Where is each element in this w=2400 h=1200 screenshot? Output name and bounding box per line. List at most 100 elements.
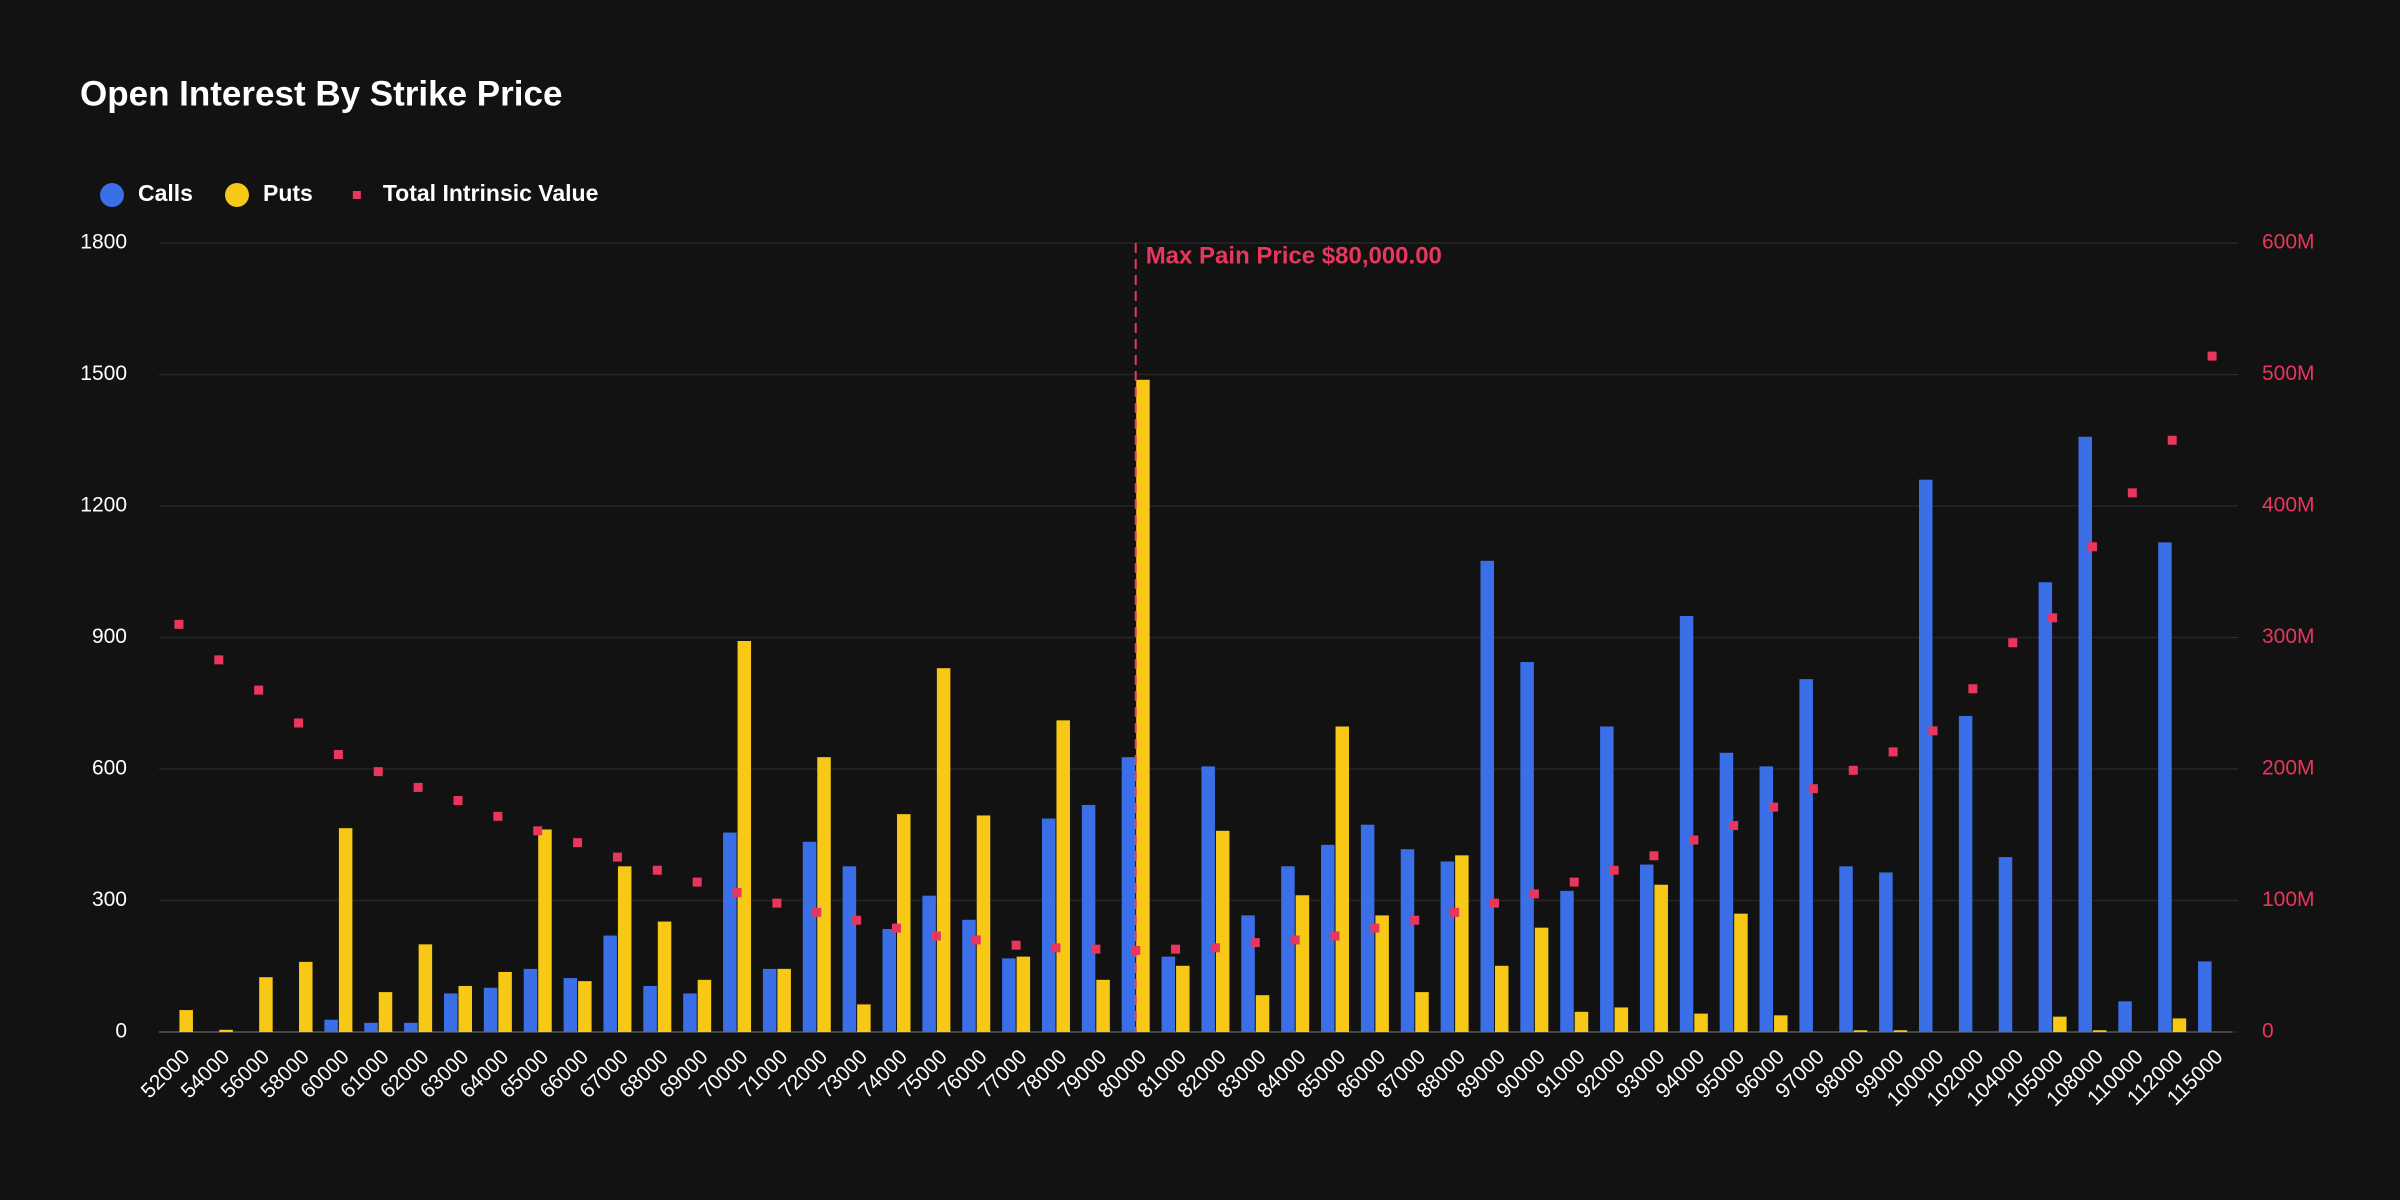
y-tick-label: 600 bbox=[92, 757, 127, 780]
marker bbox=[294, 718, 304, 728]
marker bbox=[971, 935, 981, 945]
bar bbox=[697, 979, 712, 1032]
bar bbox=[1614, 1007, 1629, 1032]
annotation-label: Max Pain Price $80,000.00 bbox=[1146, 242, 1442, 269]
marker bbox=[1290, 935, 1300, 945]
bar bbox=[1560, 890, 1574, 1032]
bar bbox=[922, 895, 936, 1032]
bar bbox=[1694, 1013, 1708, 1032]
bar bbox=[1654, 884, 1668, 1032]
marker bbox=[1569, 877, 1579, 887]
bar bbox=[1255, 995, 1270, 1032]
bar bbox=[1639, 864, 1654, 1032]
bar bbox=[2078, 436, 2092, 1032]
marker bbox=[652, 865, 662, 875]
bar bbox=[897, 814, 911, 1032]
bar bbox=[1215, 830, 1230, 1032]
bar bbox=[1719, 752, 1734, 1032]
bar bbox=[1839, 866, 1853, 1032]
marker bbox=[1649, 851, 1659, 861]
bar bbox=[723, 832, 737, 1032]
y2-tick-label: 0 bbox=[2262, 1020, 2274, 1043]
bar bbox=[657, 921, 672, 1032]
marker bbox=[612, 852, 622, 862]
bar bbox=[1295, 895, 1310, 1032]
marker bbox=[812, 907, 822, 917]
marker bbox=[1330, 931, 1340, 941]
y2-tick-label: 100M bbox=[2262, 888, 2315, 911]
bar bbox=[338, 828, 353, 1032]
y-tick-label: 900 bbox=[92, 625, 127, 648]
bar bbox=[2118, 1001, 2132, 1032]
legend-label: Total Intrinsic Value bbox=[383, 180, 599, 206]
marker bbox=[1011, 940, 1021, 950]
bar bbox=[1096, 979, 1110, 1032]
bar bbox=[1041, 818, 1056, 1032]
marker bbox=[214, 655, 224, 665]
bar bbox=[563, 978, 578, 1032]
marker bbox=[892, 923, 902, 933]
legend-swatch bbox=[100, 183, 124, 207]
bar bbox=[418, 944, 433, 1032]
bar bbox=[857, 1004, 871, 1032]
bar bbox=[1879, 872, 1893, 1032]
bar bbox=[1919, 479, 1933, 1032]
bar bbox=[882, 928, 897, 1032]
marker bbox=[333, 750, 343, 760]
marker bbox=[1370, 923, 1380, 933]
bar bbox=[2038, 582, 2053, 1032]
bar bbox=[842, 866, 857, 1032]
marker bbox=[254, 685, 264, 695]
bar bbox=[1574, 1011, 1589, 1032]
bar bbox=[1759, 766, 1774, 1032]
y2-tick-label: 600M bbox=[2262, 231, 2315, 254]
bar bbox=[1176, 965, 1190, 1032]
marker bbox=[1848, 765, 1858, 775]
y2-tick-label: 500M bbox=[2262, 362, 2315, 385]
bar bbox=[643, 985, 657, 1032]
bar bbox=[1734, 913, 1748, 1032]
marker bbox=[1410, 915, 1420, 925]
y-tick-label: 1800 bbox=[80, 231, 127, 254]
bar bbox=[538, 829, 552, 1032]
bar bbox=[1056, 720, 1070, 1032]
bar bbox=[1161, 956, 1176, 1032]
marker bbox=[1171, 944, 1181, 954]
bar bbox=[817, 757, 831, 1032]
bar bbox=[404, 1022, 418, 1032]
bar bbox=[1241, 915, 1255, 1032]
bar bbox=[1774, 1015, 1788, 1032]
marker bbox=[2207, 351, 2217, 361]
bar bbox=[1281, 866, 1295, 1032]
bar bbox=[179, 1010, 193, 1032]
marker bbox=[1968, 684, 1978, 694]
marker bbox=[852, 915, 862, 925]
marker bbox=[1210, 943, 1220, 953]
bar bbox=[1534, 927, 1549, 1032]
bar bbox=[1360, 824, 1375, 1032]
marker bbox=[931, 931, 941, 941]
bar bbox=[2092, 1030, 2107, 1032]
marker bbox=[1051, 943, 1061, 953]
marker bbox=[1091, 944, 1101, 954]
legend-label: Calls bbox=[138, 180, 193, 206]
y-tick-label: 1200 bbox=[80, 494, 127, 517]
marker bbox=[174, 619, 184, 629]
legend-label: Puts bbox=[263, 180, 313, 206]
bar bbox=[1400, 849, 1415, 1032]
marker bbox=[2008, 638, 2018, 648]
marker bbox=[1689, 835, 1699, 845]
bar bbox=[1455, 855, 1469, 1032]
marker bbox=[1808, 784, 1818, 794]
bar bbox=[762, 968, 777, 1032]
bar bbox=[2158, 542, 2172, 1032]
marker bbox=[772, 898, 782, 908]
y-tick-label: 1500 bbox=[80, 362, 127, 385]
bar bbox=[1321, 844, 1335, 1032]
bar bbox=[299, 961, 313, 1032]
y2-tick-label: 400M bbox=[2262, 494, 2315, 517]
marker bbox=[692, 877, 702, 887]
bar bbox=[802, 841, 817, 1032]
bar bbox=[777, 968, 791, 1032]
